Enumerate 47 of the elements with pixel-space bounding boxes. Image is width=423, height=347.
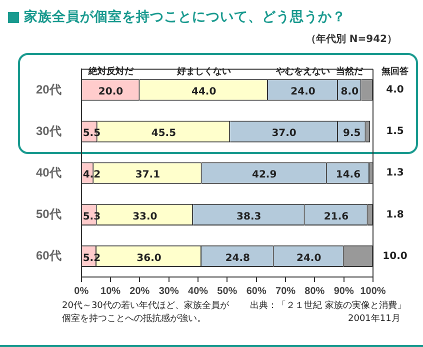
y-tick-label: 30代 (36, 124, 62, 138)
data-label: 8.0 (340, 86, 359, 98)
data-label: 1.8 (386, 209, 404, 220)
x-tick-label: 50% (217, 286, 238, 297)
data-label: 1.5 (386, 126, 404, 138)
data-label: 45.5 (151, 128, 176, 140)
x-tick-label: 40% (188, 286, 208, 297)
data-label: 38.3 (236, 211, 262, 222)
series-label: 好ましくない (176, 66, 231, 78)
data-label: 9.5 (342, 128, 361, 140)
x-tick-label: 70% (275, 286, 296, 297)
data-label: 42.9 (252, 170, 277, 181)
chart-title: 家族全員が個室を持つことについて、どう思うか？ (24, 8, 346, 26)
series-label: 当然だ (336, 66, 364, 78)
x-tick-label: 80% (304, 286, 325, 297)
x-tick-label: 90% (334, 286, 354, 297)
x-tick-label: 20% (130, 286, 150, 297)
y-tick-label: 50代 (36, 206, 62, 221)
data-label: 4.0 (386, 84, 404, 96)
y-tick-label: 60代 (36, 248, 62, 263)
data-label: 20.0 (98, 86, 124, 98)
series-label: 無回答 (380, 66, 410, 78)
x-tick-label: 60% (246, 286, 266, 297)
data-label: 1.3 (386, 168, 404, 179)
chart-subtitle: （年代別 N=942） (306, 32, 397, 46)
text: 20代～30代の若い年代ほど、家族全員が個室を持つことへの抵抗感が強い。 (62, 300, 230, 326)
data-label: 44.0 (192, 86, 216, 98)
data-label: 36.0 (136, 252, 162, 264)
data-label: 14.6 (336, 170, 361, 181)
series-label: 絶対反対だ (87, 66, 134, 78)
x-tick-label: 100% (360, 286, 386, 297)
x-tick-label: 10% (100, 286, 121, 297)
data-label: 21.6 (324, 211, 349, 222)
data-label: 24.0 (296, 252, 322, 264)
data-label: 37.0 (272, 128, 296, 140)
data-label: 24.0 (290, 86, 316, 98)
source-note: 出典：「２１世紀 家族の実像と消費」 (250, 300, 406, 313)
data-label: 10.0 (382, 250, 408, 262)
text: 2001年11月 (348, 313, 400, 326)
y-tick-label: 20代 (36, 82, 62, 96)
data-label: 24.8 (225, 252, 250, 264)
x-tick-label: 30% (158, 286, 179, 297)
series-label: やむをえない (275, 66, 330, 78)
x-tick-label: 0% (74, 286, 89, 297)
data-label: 37.1 (135, 170, 160, 181)
y-tick-label: 40代 (36, 165, 62, 180)
data-label: 33.0 (132, 211, 158, 222)
